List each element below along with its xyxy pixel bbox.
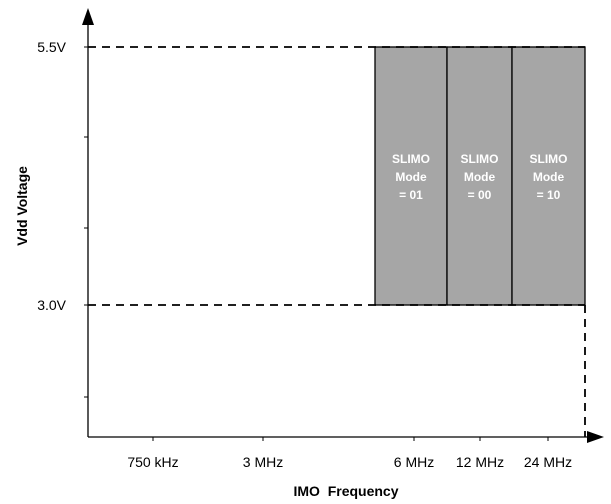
region-label-1-line-3: = 01 — [399, 188, 423, 202]
x-tick-label-2: 3 MHz — [243, 454, 283, 470]
y-axis-arrow — [82, 8, 94, 25]
y-axis-title: Vdd Voltage — [14, 166, 30, 246]
region-label-3-line-2: Mode — [533, 170, 565, 184]
region-label-1-line-1: SLIMO — [392, 152, 430, 166]
x-tick-label-4: 12 MHz — [456, 454, 504, 470]
x-tick-label-1: 750 kHz — [127, 454, 178, 470]
x-axis-arrow — [587, 431, 604, 443]
region-label-1-line-2: Mode — [395, 170, 427, 184]
x-tick-label-5: 24 MHz — [524, 454, 572, 470]
x-tick-label-3: 6 MHz — [394, 454, 434, 470]
region-label-2-line-3: = 00 — [468, 188, 492, 202]
region-label-2-line-1: SLIMO — [461, 152, 499, 166]
region-label-3-line-1: SLIMO — [530, 152, 568, 166]
region-label-3-line-3: = 10 — [537, 188, 561, 202]
region-label-2-line-2: Mode — [464, 170, 496, 184]
x-axis-title: IMO Frequency — [293, 483, 398, 499]
y-tick-label-1: 3.0V — [37, 297, 66, 313]
y-tick-label-2: 5.5V — [37, 39, 66, 55]
